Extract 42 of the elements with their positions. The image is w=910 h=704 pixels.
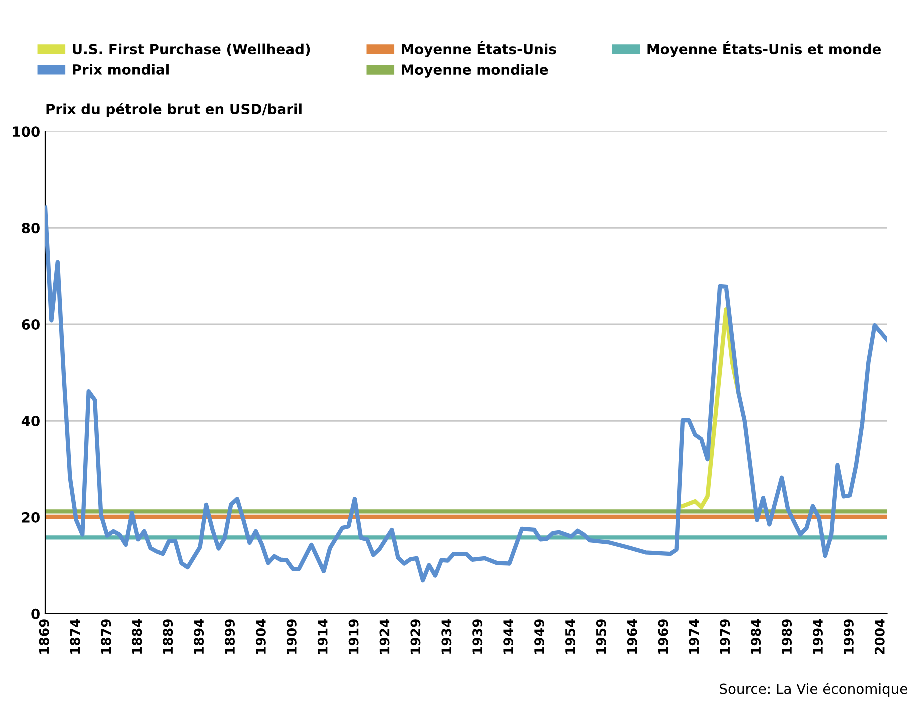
x-tick-label: 1964 bbox=[627, 619, 638, 654]
y-axis-title: Prix du pétrole brut en USD/baril bbox=[46, 103, 302, 118]
source-note: Source: La Vie économique bbox=[720, 682, 908, 697]
x-tick-label: 1949 bbox=[534, 620, 544, 654]
legend-label: Prix mondial bbox=[73, 64, 169, 75]
x-tick-label: 1914 bbox=[318, 619, 328, 654]
y-tick-label: 80 bbox=[22, 223, 40, 234]
x-tick-label: 1924 bbox=[380, 619, 390, 654]
x-tick-label: 1874 bbox=[70, 619, 80, 654]
x-tick-label: 1969 bbox=[658, 620, 668, 654]
x-tick-label: 1989 bbox=[782, 620, 792, 654]
x-tick-label: 1899 bbox=[225, 620, 236, 654]
x-tick-label: 1889 bbox=[163, 620, 174, 654]
x-tick-label: 1979 bbox=[720, 620, 730, 654]
x-tick-label: 1919 bbox=[348, 620, 359, 654]
y-tick-label: 60 bbox=[22, 320, 40, 330]
x-tick-label: 1959 bbox=[596, 620, 606, 654]
x-tick-label: 1954 bbox=[565, 619, 576, 654]
legend-label: U.S. First Purchase (Wellhead) bbox=[73, 44, 310, 56]
x-tick-label: 2004 bbox=[874, 619, 885, 654]
line-series bbox=[46, 206, 888, 583]
y-tick-label: 20 bbox=[22, 512, 40, 523]
x-tick-label: 1974 bbox=[689, 619, 700, 654]
x-tick-label: 1939 bbox=[472, 620, 483, 654]
x-tick-label: 1929 bbox=[410, 620, 421, 654]
x-tick-label: 1884 bbox=[132, 619, 142, 654]
legend-label: Moyenne États-Unis et monde bbox=[648, 42, 882, 58]
legend-label: Moyenne mondiale bbox=[402, 64, 548, 78]
x-tick-label: 1904 bbox=[256, 619, 266, 654]
x-tick-label: 1934 bbox=[442, 619, 452, 654]
x-tick-label: 1909 bbox=[286, 620, 297, 654]
x-tick-label: 1999 bbox=[844, 620, 854, 654]
x-tick-label: 1994 bbox=[813, 619, 823, 654]
x-tick-label: 1869 bbox=[39, 620, 50, 654]
legend-label: Moyenne États-Unis bbox=[402, 42, 556, 58]
x-tick-label: 1944 bbox=[504, 619, 514, 654]
x-tick-label: 1894 bbox=[194, 619, 204, 654]
x-tick-label: 1879 bbox=[101, 620, 112, 654]
x-tick-label: 1984 bbox=[751, 619, 762, 654]
y-tick-label: 100 bbox=[13, 126, 40, 138]
y-tick-label: 40 bbox=[22, 416, 40, 426]
y-tick-label: 0 bbox=[32, 608, 40, 620]
